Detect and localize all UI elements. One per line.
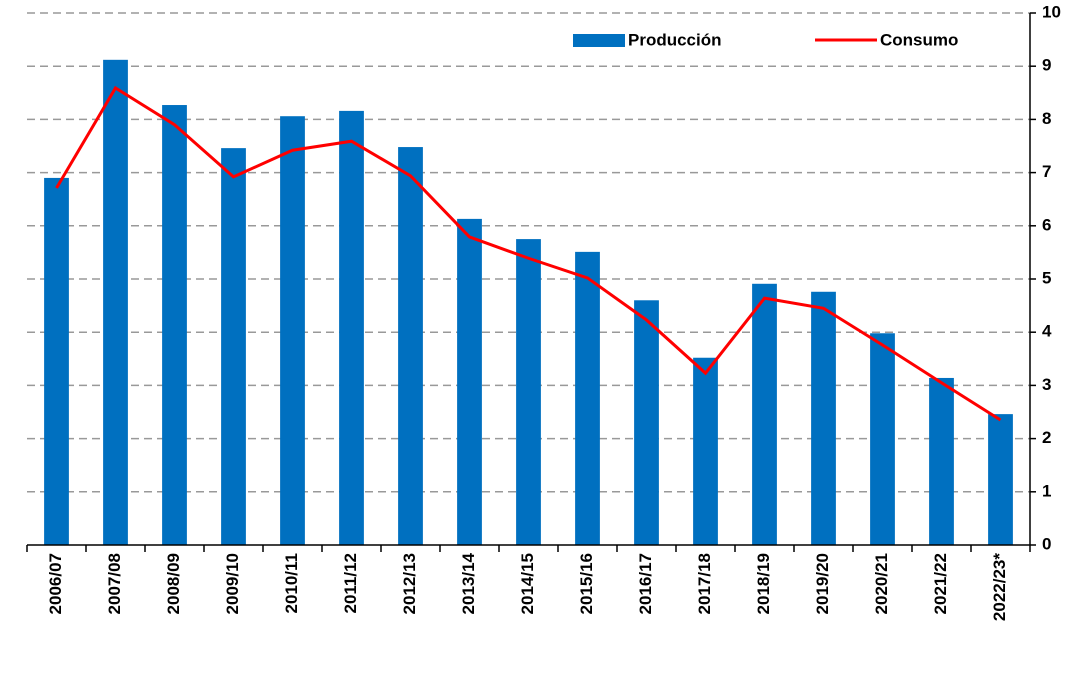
y-tick-label: 4 — [1042, 322, 1052, 341]
bar — [44, 177, 69, 546]
x-tick-label: 2017/18 — [695, 553, 714, 614]
bar — [103, 59, 128, 545]
y-tick-label: 0 — [1042, 534, 1051, 553]
y-tick-label: 7 — [1042, 162, 1051, 181]
bar — [988, 414, 1013, 545]
x-tick-label: 2012/13 — [400, 553, 419, 614]
x-tick-label: 2015/16 — [577, 553, 596, 614]
y-tick-label: 6 — [1042, 215, 1051, 234]
y-tick-label: 9 — [1042, 56, 1051, 75]
bar — [339, 110, 364, 545]
x-tick-label: 2013/14 — [459, 552, 478, 614]
legend-swatch — [573, 34, 625, 47]
bar — [870, 333, 895, 545]
y-tick-label: 10 — [1042, 2, 1061, 21]
bar — [752, 283, 777, 545]
x-tick-label: 2010/11 — [282, 553, 301, 614]
bar — [811, 291, 836, 545]
bar — [693, 357, 718, 545]
y-tick-label: 8 — [1042, 109, 1051, 128]
x-tick-label: 2011/12 — [341, 553, 360, 614]
x-tick-label: 2006/07 — [46, 553, 65, 614]
x-tick-label: 2007/08 — [105, 553, 124, 614]
y-tick-label: 5 — [1042, 268, 1051, 287]
bar — [634, 300, 659, 545]
bar — [280, 116, 305, 545]
bar — [929, 377, 954, 545]
bar — [516, 239, 541, 545]
x-tick-label: 2021/22 — [931, 553, 950, 614]
x-tick-label: 2008/09 — [164, 553, 183, 614]
x-tick-label: 2016/17 — [636, 553, 655, 614]
y-tick-label: 2 — [1042, 428, 1051, 447]
x-tick-label: 2014/15 — [518, 553, 537, 614]
x-tick-label: 2018/19 — [754, 553, 773, 614]
x-tick-label: 2020/21 — [872, 553, 891, 614]
bar — [162, 105, 187, 545]
line — [55, 85, 1002, 422]
legend-label: Consumo — [880, 30, 958, 49]
bar — [221, 148, 246, 546]
y-tick-label: 3 — [1042, 375, 1051, 394]
bar — [575, 251, 600, 546]
bar — [398, 147, 423, 545]
x-tick-label: 2022/23* — [990, 553, 1009, 621]
legend-label: Producción — [628, 30, 722, 49]
x-tick-label: 2019/20 — [813, 553, 832, 614]
x-tick-label: 2009/10 — [223, 553, 242, 614]
y-tick-label: 1 — [1042, 481, 1051, 500]
bar — [457, 218, 482, 545]
